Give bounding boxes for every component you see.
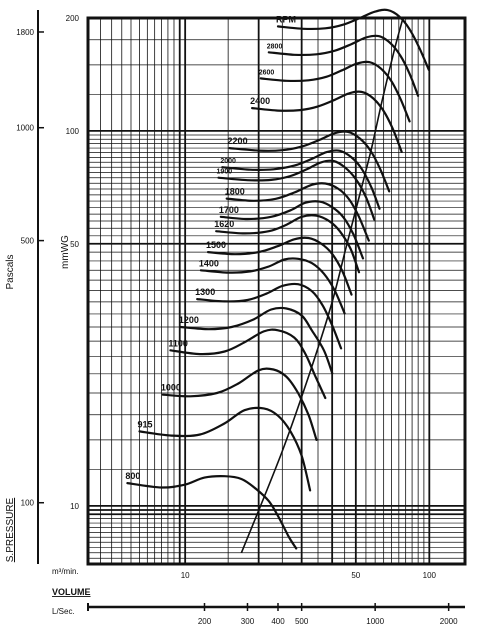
lsec-tick: 200 — [198, 617, 212, 626]
rpm-label: 1800 — [225, 187, 245, 197]
x-unit-top: m³/min. — [52, 567, 79, 576]
pascal-tick: 1800 — [16, 28, 34, 37]
lsec-tick-labels: 200 300 400 500 1000 2000 — [198, 603, 458, 626]
fan-curve — [169, 328, 327, 400]
rpm-label: 1200 — [179, 315, 199, 325]
minor-grid — [88, 18, 465, 564]
rpm-labels: 800 915 1000 1100 1200 1300 1400 1500 1620 1700 18… — [125, 14, 296, 481]
fan-curve — [215, 214, 361, 274]
pascals-label: Pascals — [5, 254, 16, 289]
fan-curve — [276, 8, 430, 71]
fan-curve — [225, 182, 370, 242]
pascal-tick: 500 — [21, 237, 35, 246]
major-grid — [88, 18, 465, 564]
mmwg-tick-labels: 200 100 50 10 — [66, 14, 80, 511]
lsec-tick: 400 — [271, 617, 285, 626]
rpm-label: 2000 — [220, 158, 236, 165]
fan-curve — [228, 130, 391, 193]
fan-curve — [267, 34, 420, 97]
fan-curve — [179, 306, 334, 375]
pascal-tick: 1000 — [16, 124, 34, 133]
rpm-label: 2600 — [259, 69, 275, 76]
fan-curve — [138, 406, 312, 492]
rpm-label: 1620 — [214, 219, 234, 229]
x-tick: 10 — [181, 571, 190, 580]
rpm-label: 1100 — [168, 338, 188, 348]
rpm-label: 1400 — [199, 258, 219, 268]
rpm-label: 2200 — [228, 136, 248, 146]
lsec-axis — [87, 603, 465, 611]
fan-curve — [217, 159, 376, 221]
rpm-label: 1700 — [219, 205, 239, 215]
pascal-tick: 100 — [21, 499, 35, 508]
x-unit-bottom: L/Sec. — [52, 607, 75, 616]
x-tick-labels: 10 50 100 — [181, 571, 437, 580]
x-tick: 50 — [351, 571, 360, 580]
volume-label: VOLUME — [52, 587, 91, 597]
rpm-label: 800 — [125, 471, 140, 481]
fan-curve — [219, 200, 365, 260]
fan-curve — [126, 475, 298, 550]
rpm-label: 1900 — [217, 169, 233, 176]
rpm-label: 1300 — [195, 287, 215, 297]
rpm-label: 915 — [137, 419, 152, 429]
rpm-label: 1000 — [161, 383, 181, 393]
x-tick: 100 — [423, 571, 437, 580]
mmwg-label: mmWG — [60, 235, 71, 269]
lsec-tick: 1000 — [366, 617, 384, 626]
system-line — [240, 17, 404, 554]
fan-curve — [196, 282, 343, 350]
mmwg-tick: 200 — [66, 14, 80, 23]
pascal-axis: 1800 1000 500 100 — [16, 10, 44, 564]
lsec-tick: 500 — [295, 617, 309, 626]
rpm-label: 2800 — [267, 43, 283, 50]
lsec-tick: 2000 — [440, 617, 458, 626]
mmwg-tick: 50 — [70, 240, 79, 249]
fan-curve — [259, 60, 411, 123]
plot-frame — [86, 16, 467, 566]
mmwg-tick: 100 — [66, 127, 80, 136]
fan-curve — [206, 236, 353, 296]
fan-curves — [126, 8, 430, 554]
rpm-label: 2400 — [250, 96, 270, 106]
static-pressure-label: S.PRESSURE — [5, 497, 16, 562]
fan-curve — [251, 90, 403, 153]
mmwg-tick: 10 — [70, 502, 79, 511]
fan-curve — [161, 367, 318, 441]
rpm-label: 1500 — [206, 240, 226, 250]
fan-curve — [199, 257, 346, 315]
lsec-tick: 300 — [241, 617, 255, 626]
